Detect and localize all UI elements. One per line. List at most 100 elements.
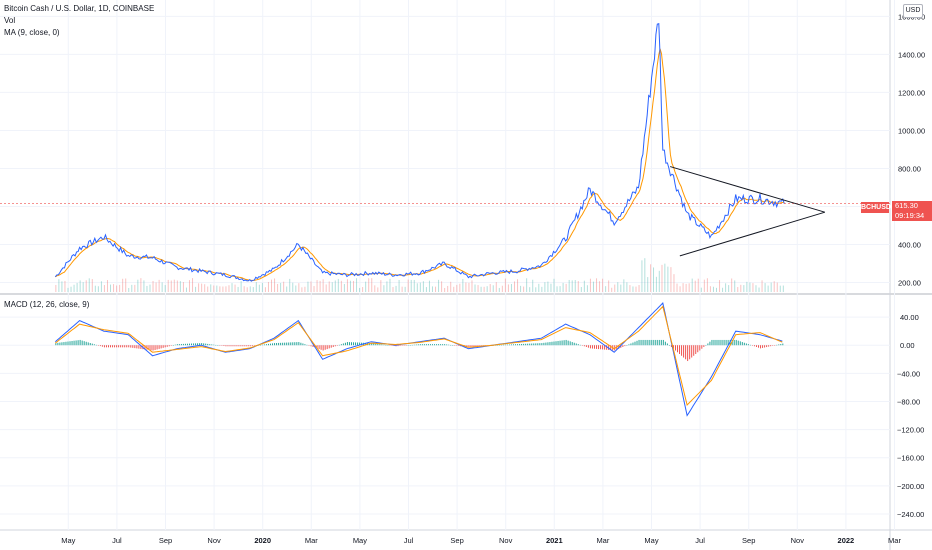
volume-bar xyxy=(685,283,687,292)
volume-bar xyxy=(356,278,358,292)
histogram-bar xyxy=(385,344,387,346)
histogram-bar xyxy=(375,343,377,346)
volume-bar xyxy=(195,286,197,292)
histogram-bar xyxy=(272,343,274,346)
histogram-bar xyxy=(691,345,693,358)
volume-bar xyxy=(495,282,497,292)
histogram-bar xyxy=(322,345,324,351)
histogram-bar xyxy=(253,345,255,346)
volume-bar xyxy=(167,279,169,292)
volume-bar xyxy=(222,286,224,292)
histogram-bar xyxy=(711,339,713,346)
volume-bar xyxy=(304,286,306,292)
histogram-bar xyxy=(760,345,762,349)
volume-bar xyxy=(170,280,172,292)
time-tick-label: May xyxy=(353,536,367,545)
volume-bar xyxy=(252,287,254,292)
histogram-bar xyxy=(670,345,672,347)
volume-bar xyxy=(207,286,209,292)
histogram-bar xyxy=(294,342,296,346)
histogram-bar xyxy=(466,345,468,348)
histogram-bar xyxy=(668,345,670,346)
histogram-bar xyxy=(95,344,97,346)
histogram-bar xyxy=(128,345,130,348)
histogram-bar xyxy=(666,343,668,346)
volume-bar xyxy=(653,267,655,292)
histogram-bar xyxy=(269,343,271,346)
histogram-bar xyxy=(267,343,269,346)
volume-bar xyxy=(362,287,364,292)
volume-bar xyxy=(510,283,512,292)
histogram-bar xyxy=(713,339,715,346)
price-tick-label: 1400.00 xyxy=(898,50,925,59)
volume-bar xyxy=(313,286,315,292)
histogram-bar xyxy=(383,344,385,346)
histogram-bar xyxy=(107,345,109,348)
histogram-bar xyxy=(136,345,138,349)
histogram-bar xyxy=(683,345,685,358)
histogram-bar xyxy=(389,345,391,346)
volume-bar xyxy=(468,282,470,292)
histogram-bar xyxy=(598,345,600,350)
volume-bar xyxy=(608,280,610,292)
volume-bar xyxy=(179,281,181,292)
volume-bar xyxy=(128,287,130,292)
volume-bar xyxy=(758,287,760,292)
histogram-bar xyxy=(699,345,701,351)
volume-bar xyxy=(592,281,594,292)
histogram-bar xyxy=(662,339,664,346)
histogram-bar xyxy=(97,345,99,346)
histogram-bar xyxy=(288,342,290,346)
price-tick-label: 800.00 xyxy=(898,164,921,173)
histogram-bar xyxy=(674,345,676,351)
time-tick-label: Nov xyxy=(499,536,513,545)
triangle-trendlines[interactable] xyxy=(669,166,825,257)
histogram-bar xyxy=(174,344,176,346)
time-tick-label: May xyxy=(644,536,658,545)
histogram-bar xyxy=(644,339,646,346)
volume-bar xyxy=(182,282,184,292)
volume-bar xyxy=(73,284,75,292)
histogram-bar xyxy=(124,345,126,348)
histogram-bar xyxy=(197,343,199,346)
volume-bar xyxy=(267,281,269,292)
volume-bar xyxy=(240,281,242,292)
volume-bar xyxy=(198,283,200,292)
histogram-bar xyxy=(440,344,442,346)
macd-line xyxy=(54,301,783,417)
time-tick-label: Sep xyxy=(450,536,463,545)
volume-bar xyxy=(435,286,437,292)
volume-bar xyxy=(562,282,564,292)
histogram-bar xyxy=(324,345,326,350)
volume-bar xyxy=(389,278,391,292)
histogram-bar xyxy=(541,343,543,346)
volume-bar xyxy=(770,282,772,292)
histogram-bar xyxy=(373,343,375,346)
histogram-bar xyxy=(116,345,118,348)
currency-button[interactable]: USD xyxy=(903,4,923,18)
volume-bar xyxy=(70,286,72,292)
histogram-bar xyxy=(563,340,565,346)
histogram-bar xyxy=(764,345,766,348)
volume-bar xyxy=(620,284,622,292)
histogram-bar xyxy=(334,345,336,347)
histogram-bar xyxy=(630,343,632,346)
volume-bar xyxy=(722,287,724,292)
volume-bar xyxy=(719,280,721,292)
histogram-bar xyxy=(587,345,589,348)
histogram-bar xyxy=(399,345,401,346)
histogram-bar xyxy=(620,345,622,348)
volume-bar xyxy=(526,278,528,292)
histogram-bar xyxy=(421,344,423,346)
histogram-bar xyxy=(395,345,397,347)
histogram-bar xyxy=(628,344,630,346)
histogram-bar xyxy=(393,345,395,347)
histogram-bar xyxy=(199,343,201,346)
volume-bar xyxy=(431,286,433,292)
volume-bar xyxy=(644,258,646,292)
histogram-bar xyxy=(229,345,231,347)
histogram-bar xyxy=(547,342,549,346)
histogram-bar xyxy=(735,339,737,346)
histogram-bar xyxy=(425,344,427,346)
